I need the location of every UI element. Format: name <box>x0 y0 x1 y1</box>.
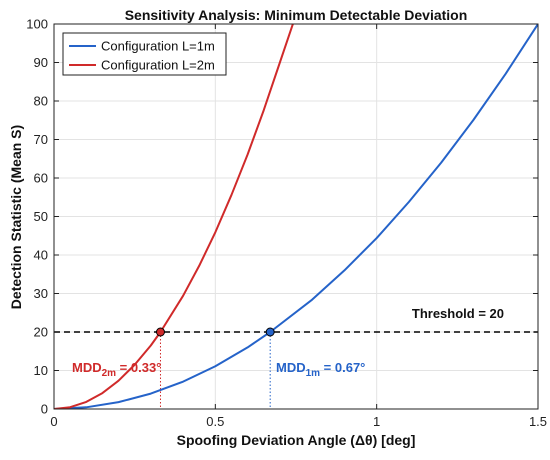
series-line <box>54 24 538 409</box>
threshold-label: Threshold = 20 <box>412 306 504 321</box>
y-tick-label: 20 <box>34 325 48 340</box>
intersection-marker <box>265 327 275 337</box>
y-tick-label: 60 <box>34 171 48 186</box>
y-tick-label: 100 <box>26 17 48 32</box>
y-tick-label: 40 <box>34 248 48 263</box>
x-tick-label: 1.5 <box>529 414 547 429</box>
legend-label: Configuration L=2m <box>101 58 215 73</box>
y-tick-label: 80 <box>34 94 48 109</box>
y-tick-label: 50 <box>34 209 48 224</box>
y-tick-label: 90 <box>34 55 48 70</box>
plot-area: 0 0.5 1 1.5 0 10 20 30 40 50 60 70 80 90 100 Threshold … <box>26 17 547 430</box>
intersection-marker <box>155 327 165 337</box>
y-axis-label: Detection Statistic (Mean S) <box>8 125 24 309</box>
x-axis-label: Spoofing Deviation Angle (Δθ) [deg] <box>177 432 416 448</box>
mdd-annotation: MDD2m = 0.33° <box>72 360 161 379</box>
legend-box <box>62 32 227 76</box>
mdd-annotation: MDD1m = 0.67° <box>276 360 365 379</box>
legend: Configuration L=1m Configuration L=2m <box>62 32 227 76</box>
x-tick-label: 0 <box>50 414 57 429</box>
y-tick-label: 0 <box>41 402 48 417</box>
y-tick-label: 70 <box>34 132 48 147</box>
y-tick-label: 10 <box>34 363 48 378</box>
x-tick-label: 1 <box>373 414 380 429</box>
series-line <box>54 24 294 409</box>
x-tick-label: 0.5 <box>206 414 224 429</box>
y-tick-label: 30 <box>34 286 48 301</box>
plot-frame <box>53 23 539 410</box>
legend-label: Configuration L=1m <box>101 39 215 54</box>
chart-title: Sensitivity Analysis: Minimum Detectable… <box>125 7 468 23</box>
